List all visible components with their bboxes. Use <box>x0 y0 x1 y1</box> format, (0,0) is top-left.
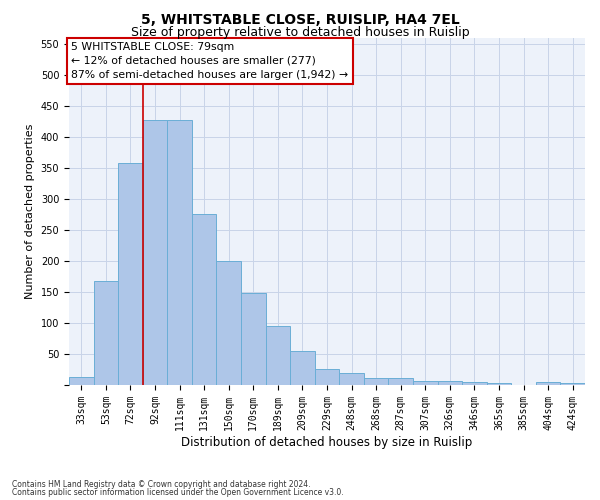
Text: Contains HM Land Registry data © Crown copyright and database right 2024.: Contains HM Land Registry data © Crown c… <box>12 480 311 489</box>
Bar <box>290 351 315 385</box>
Bar <box>487 382 511 385</box>
Text: Size of property relative to detached houses in Ruislip: Size of property relative to detached ho… <box>131 26 469 39</box>
Bar <box>217 261 241 385</box>
X-axis label: Distribution of detached houses by size in Ruislip: Distribution of detached houses by size … <box>181 436 473 448</box>
Bar <box>536 382 560 385</box>
Bar <box>315 369 339 385</box>
Bar <box>413 380 437 385</box>
Bar <box>462 382 487 385</box>
Bar <box>94 281 118 385</box>
Text: Contains public sector information licensed under the Open Government Licence v3: Contains public sector information licen… <box>12 488 344 497</box>
Bar <box>143 120 167 385</box>
Bar <box>118 164 143 385</box>
Bar <box>388 378 413 385</box>
Bar <box>69 377 94 385</box>
Bar <box>364 378 388 385</box>
Text: 5 WHITSTABLE CLOSE: 79sqm
← 12% of detached houses are smaller (277)
87% of semi: 5 WHITSTABLE CLOSE: 79sqm ← 12% of detac… <box>71 42 349 80</box>
Bar <box>241 293 266 385</box>
Y-axis label: Number of detached properties: Number of detached properties <box>25 124 35 299</box>
Bar <box>192 214 217 385</box>
Bar <box>437 382 462 385</box>
Bar <box>339 372 364 385</box>
Bar <box>560 382 585 385</box>
Bar <box>167 120 192 385</box>
Text: 5, WHITSTABLE CLOSE, RUISLIP, HA4 7EL: 5, WHITSTABLE CLOSE, RUISLIP, HA4 7EL <box>140 12 460 26</box>
Bar <box>266 326 290 385</box>
